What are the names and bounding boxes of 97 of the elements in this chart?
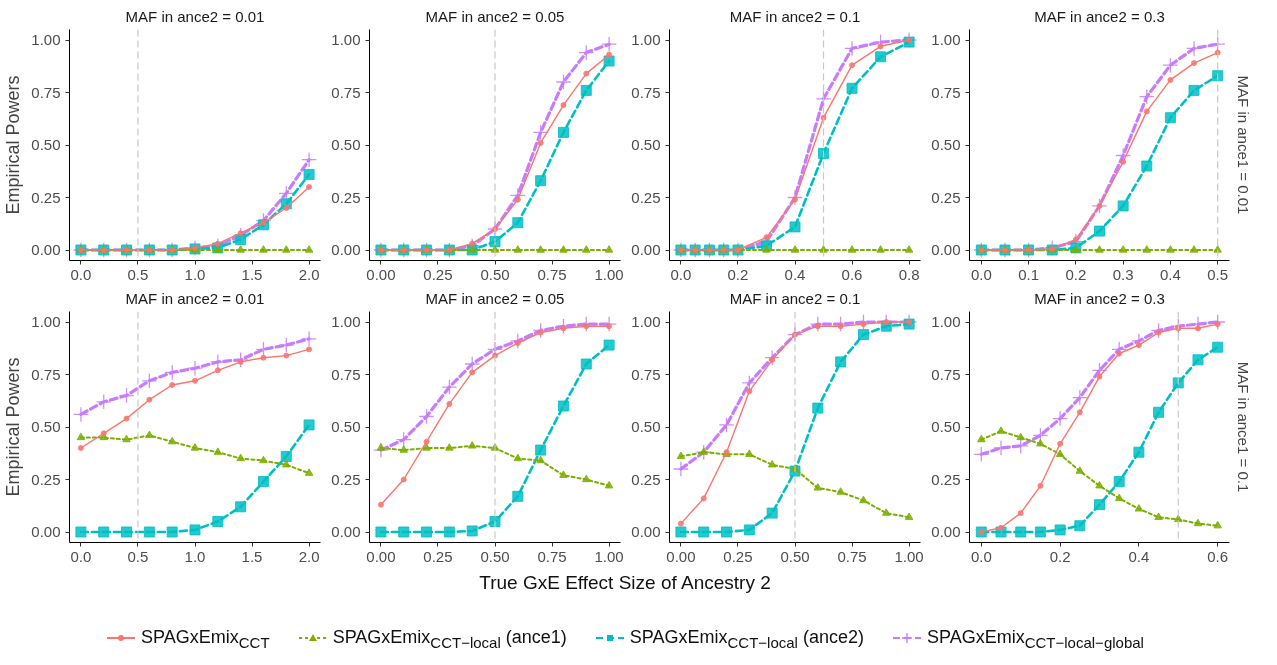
y-tick-label: 0.25	[31, 470, 61, 488]
chart-title: MAF in ance2 = 0.05	[425, 7, 565, 25]
y-tick-label: 0.75	[631, 83, 661, 101]
x-tick-label: 1.0	[184, 265, 206, 283]
y-tick-label: 0.25	[331, 188, 361, 206]
y-tick-label: 1.00	[31, 31, 61, 48]
y-tick-label: 0.00	[331, 523, 361, 540]
y-tick-label: 0.00	[931, 523, 961, 540]
y-axis-title: Empirical Powers	[3, 357, 24, 497]
y-tick-label: 1.00	[631, 313, 661, 330]
y-tick-label: 0.50	[331, 136, 361, 153]
x-tick-label: 0.0	[970, 547, 992, 565]
y-tick-label: 0.25	[631, 188, 661, 206]
x-tick-label: 0.4	[1159, 265, 1181, 283]
y-tick-label: 0.00	[631, 241, 661, 258]
x-tick-label: 0.00	[366, 265, 396, 283]
y-tick-label: 0.75	[931, 83, 961, 101]
x-tick-label: 0.00	[666, 547, 696, 565]
y2-axis-title: MAF in ance1 = 0.01	[1234, 75, 1252, 215]
chart-title: MAF in ance2 = 0.3	[1034, 289, 1165, 307]
y-tick-label: 0.25	[931, 470, 961, 488]
x-tick-label: 1.00	[594, 265, 624, 283]
y-tick-label: 1.00	[331, 31, 361, 48]
x-tick-label: 1.00	[594, 547, 624, 565]
x-tick-label: 0.2	[727, 265, 749, 283]
y-tick-label: 1.00	[31, 313, 61, 330]
chart-title: MAF in ance2 = 0.1	[729, 7, 861, 25]
chart-title: MAF in ance2 = 0.05	[425, 289, 565, 307]
chart-title: MAF in ance2 = 0.01	[125, 7, 265, 25]
x-tick-label: 0.0	[70, 265, 92, 283]
x-tick-label: 0.25	[423, 265, 453, 283]
legend-label: SPAGxEmix$_{CCT−local}$ (ance1)	[332, 627, 567, 651]
y-tick-label: 0.50	[31, 418, 61, 435]
y-tick-label: 0.25	[631, 470, 661, 488]
x-tick-label: 0.75	[837, 547, 867, 565]
y-axis-title: Empirical Powers	[3, 75, 24, 215]
x-tick-label: 0.5	[127, 265, 149, 283]
y-tick-label: 1.00	[931, 31, 961, 48]
x-tick-label: 0.50	[780, 547, 810, 565]
legend-label: SPAGxEmix$_{CCT}$	[141, 627, 270, 651]
x-tick-label: 0.75	[537, 265, 567, 283]
x-tick-label: 0.00	[366, 547, 396, 565]
x-tick-label: 1.5	[241, 265, 263, 283]
y-tick-label: 0.00	[31, 523, 61, 540]
x-tick-label: 1.0	[184, 547, 206, 565]
chart-title: MAF in ance2 = 0.3	[1034, 7, 1165, 25]
x-tick-label: 0.4	[784, 265, 806, 283]
y-tick-label: 0.50	[931, 136, 961, 153]
x-tick-label: 2.0	[298, 265, 320, 283]
x-tick-label: 0.50	[480, 265, 510, 283]
y-tick-label: 0.75	[331, 365, 361, 383]
chart-title: MAF in ance2 = 0.01	[125, 289, 265, 307]
y-tick-label: 0.00	[631, 523, 661, 540]
x-tick-label: 0.75	[537, 547, 567, 565]
y-tick-label: 0.50	[331, 418, 361, 435]
y-tick-label: 0.50	[631, 418, 661, 435]
y-tick-label: 0.50	[631, 136, 661, 153]
chart-title: MAF in ance2 = 0.1	[729, 289, 861, 307]
x-tick-label: 1.5	[241, 547, 263, 565]
y-tick-label: 1.00	[931, 313, 961, 330]
y-tick-label: 1.00	[331, 313, 361, 330]
y-tick-label: 0.75	[331, 83, 361, 101]
y-tick-label: 0.50	[931, 418, 961, 435]
x-tick-label: 1.00	[894, 547, 924, 565]
x-tick-label: 0.0	[970, 265, 992, 283]
y-tick-label: 0.25	[331, 470, 361, 488]
x-tick-label: 0.6	[1207, 547, 1229, 565]
y-tick-label: 0.75	[631, 365, 661, 383]
x-tick-label: 0.25	[423, 547, 453, 565]
x-tick-label: 0.50	[480, 547, 510, 565]
y-tick-label: 0.00	[31, 241, 61, 258]
y-tick-label: 0.25	[31, 188, 61, 206]
legend-label: SPAGxEmix$_{CCT−local−global}$	[927, 627, 1144, 651]
x-tick-label: 0.0	[70, 547, 92, 565]
x-tick-label: 0.5	[1207, 265, 1229, 283]
x-tick-label: 0.2	[1065, 265, 1087, 283]
x-tick-label: 0.2	[1049, 547, 1071, 565]
x-tick-label: 0.0	[670, 265, 692, 283]
x-tick-label: 0.3	[1112, 265, 1134, 283]
y-tick-label: 1.00	[631, 31, 661, 48]
y-tick-label: 0.25	[931, 188, 961, 206]
x-tick-label: 0.1	[1018, 265, 1040, 283]
legend-label: SPAGxEmix$_{CCT−local}$ (ance2)	[629, 627, 864, 651]
y-tick-label: 0.50	[31, 136, 61, 153]
y-tick-label: 0.00	[931, 241, 961, 258]
y-tick-label: 0.75	[931, 365, 961, 383]
x-tick-label: 0.4	[1128, 547, 1150, 565]
y2-axis-title: MAF in ance1 = 0.1	[1234, 361, 1252, 493]
y-tick-label: 0.75	[31, 365, 61, 383]
y-tick-label: 0.75	[31, 83, 61, 101]
x-tick-label: 0.8	[898, 265, 920, 283]
x-axis-title: True GxE Effect Size of Ancestry 2	[478, 571, 772, 595]
x-tick-label: 0.6	[841, 265, 863, 283]
y-tick-label: 0.00	[331, 241, 361, 258]
x-tick-label: 2.0	[298, 547, 320, 565]
x-tick-label: 0.25	[723, 547, 753, 565]
x-tick-label: 0.5	[127, 547, 149, 565]
